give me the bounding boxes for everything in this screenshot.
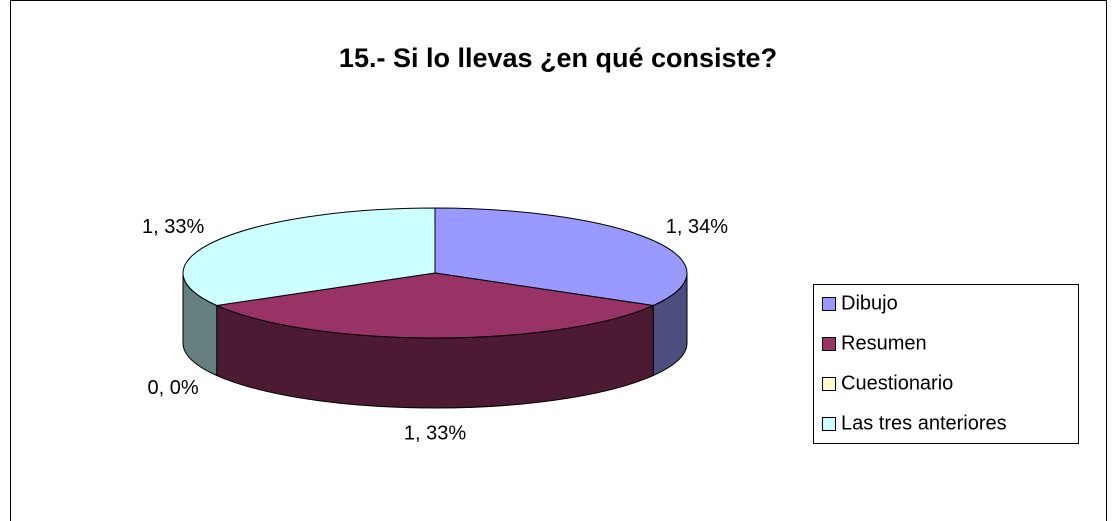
legend (813, 284, 1079, 444)
data-label: 1, 34% (666, 216, 728, 238)
data-label: 0, 0% (148, 377, 199, 399)
pie-slice (434, 207, 688, 307)
legend-label: Las tres anteriores (841, 412, 1007, 434)
legend-swatch (822, 417, 836, 431)
legend-label: Dibujo (841, 292, 898, 314)
data-label: 1, 33% (404, 422, 466, 444)
legend-label: Resumen (841, 332, 927, 354)
legend-swatch (822, 377, 836, 391)
chart-title: 15.- Si lo llevas ¿en qué consiste? (339, 43, 777, 73)
legend-label: Cuestionario (841, 372, 953, 394)
legend-swatch (822, 297, 836, 311)
pie-slice (182, 207, 436, 307)
data-label: 1, 33% (142, 216, 204, 238)
legend-swatch (822, 337, 836, 351)
